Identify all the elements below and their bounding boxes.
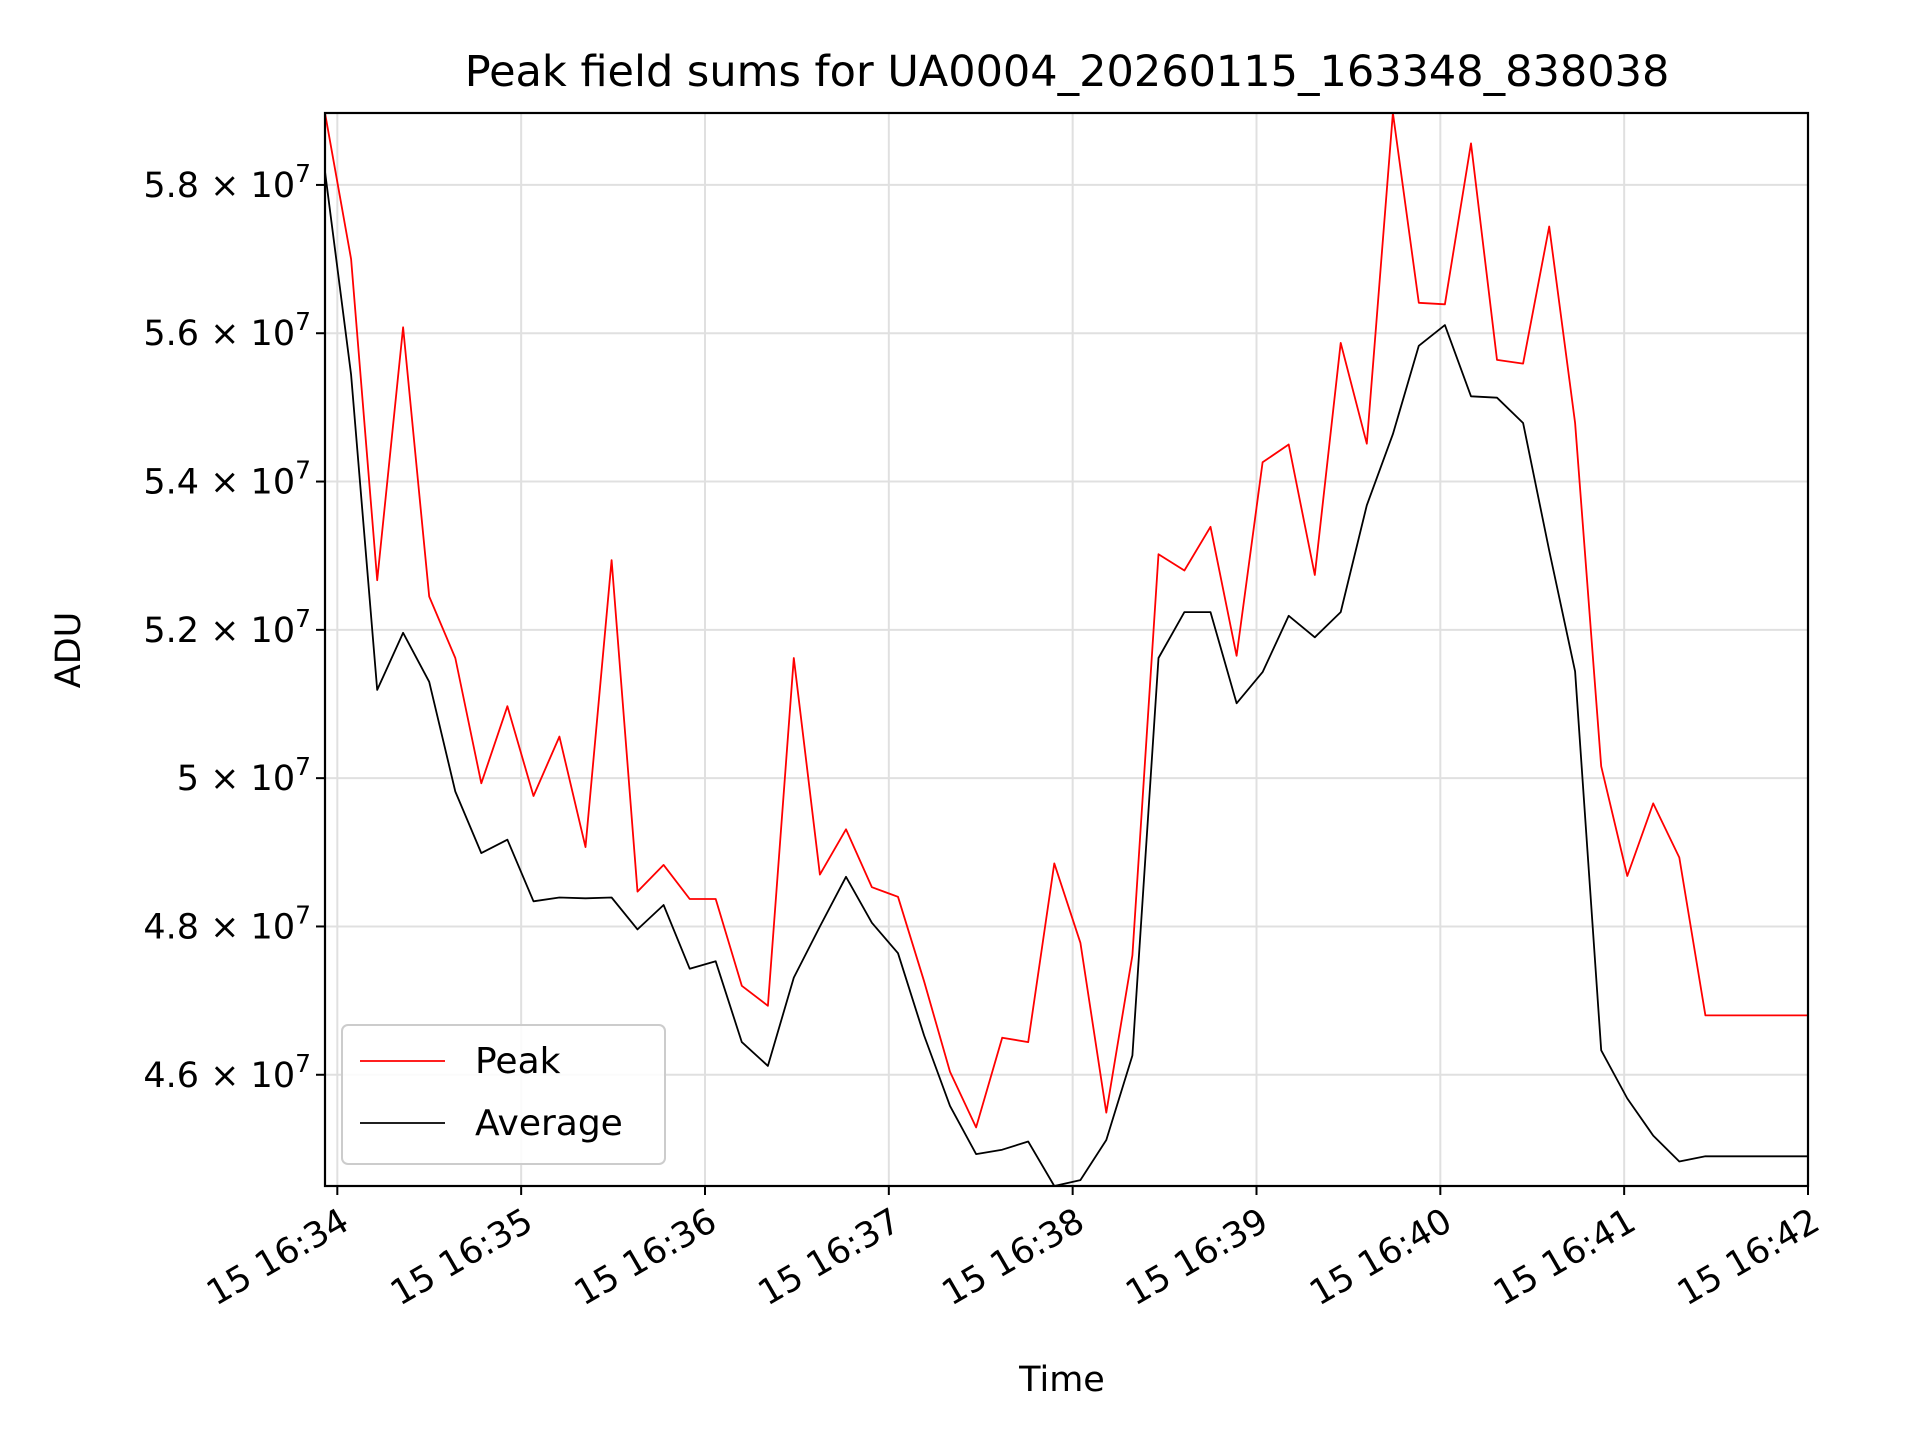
series-layer — [324, 112, 1808, 1187]
legend-peak-label: Peak — [475, 1041, 561, 1082]
grid — [325, 113, 1809, 1186]
chart-title: Peak field sums for UA0004_20260115_1633… — [465, 47, 1670, 97]
y-tick-label: 5.6 × 107 — [143, 307, 311, 354]
y-axis-label: ADU — [49, 612, 89, 689]
y-tick-label: 5.8 × 107 — [143, 159, 311, 206]
y-tick-label: 4.8 × 107 — [143, 900, 311, 947]
x-axis-label: Time — [1018, 1360, 1105, 1400]
y-tick-label: 5.4 × 107 — [143, 456, 311, 503]
y-tick-label: 5.2 × 107 — [143, 604, 311, 651]
y-tick-label: 4.6 × 107 — [143, 1049, 311, 1096]
legend-average-label: Average — [475, 1103, 623, 1144]
y-axis: 4.6 × 107 4.8 × 107 5 × 107 5.2 × 107 5.4 × … — [143, 159, 325, 1096]
series-line-peak — [324, 112, 1808, 1129]
legend: Peak Average — [341, 1024, 666, 1165]
legend-box — [341, 1024, 666, 1165]
plot-frame — [323, 111, 1810, 1188]
y-tick-label: 5 × 107 — [177, 752, 311, 799]
series-line-average — [324, 171, 1808, 1187]
